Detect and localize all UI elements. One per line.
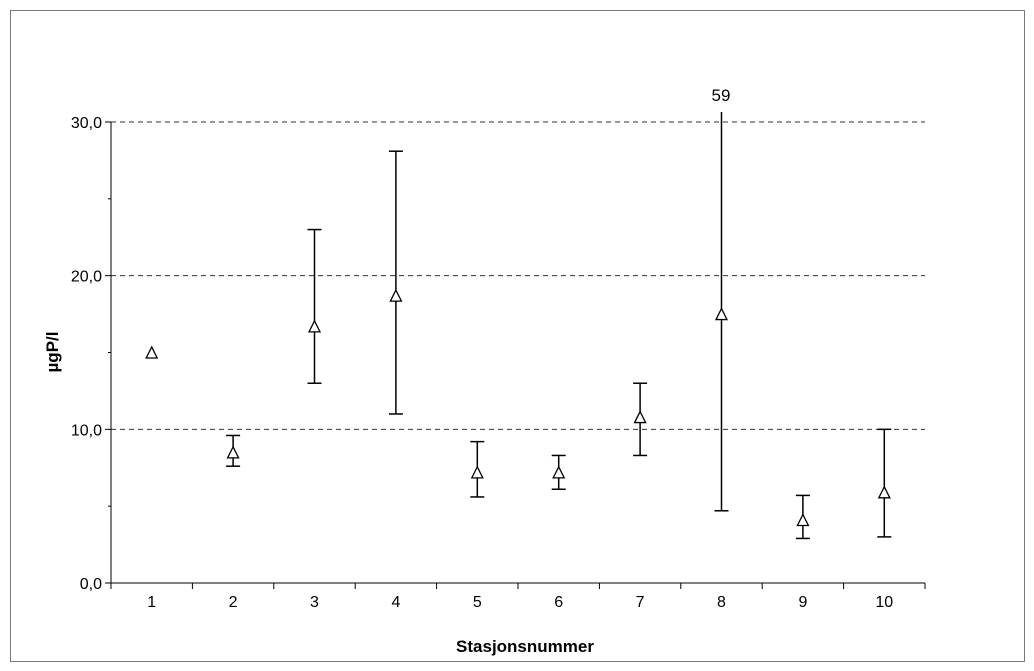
gridlines [111, 121, 925, 430]
y-tick-label: 0,0 [80, 576, 102, 593]
data-point [389, 288, 403, 302]
x-tick-label: 4 [391, 594, 400, 611]
x-tick-label: 2 [229, 594, 238, 611]
x-tick-label: 5 [473, 594, 482, 611]
x-tick-label: 6 [554, 594, 563, 611]
data-point [796, 513, 810, 527]
y-tick-label: 10,0 [71, 422, 102, 439]
y-tick-label: 20,0 [71, 269, 102, 286]
y-axis-title: µgP/l [43, 332, 62, 373]
data-point [145, 345, 159, 359]
data-point [877, 485, 891, 499]
data-point [552, 465, 566, 479]
data-point [633, 410, 647, 424]
data-point [714, 307, 729, 321]
x-axis-title: Stasjonsnummer [456, 637, 594, 656]
annotation-label: 59 [712, 86, 731, 105]
y-tick-label: 30,0 [71, 115, 102, 132]
chart-frame [10, 10, 1025, 662]
x-tick-label: 1 [147, 594, 156, 611]
axes [105, 121, 926, 589]
data-point [226, 445, 240, 459]
x-tick-label: 10 [875, 594, 893, 611]
x-tick-label: 7 [636, 594, 645, 611]
data-point [470, 465, 484, 479]
x-tick-label: 8 [717, 594, 726, 611]
x-tick-label: 3 [310, 594, 319, 611]
x-tick-label: 9 [798, 594, 807, 611]
data-point [307, 319, 322, 333]
tick-labels: 0,0 10,0 20,0 30,0 1 2 3 4 5 6 7 8 9 10 [71, 115, 893, 611]
data-points [145, 288, 891, 527]
